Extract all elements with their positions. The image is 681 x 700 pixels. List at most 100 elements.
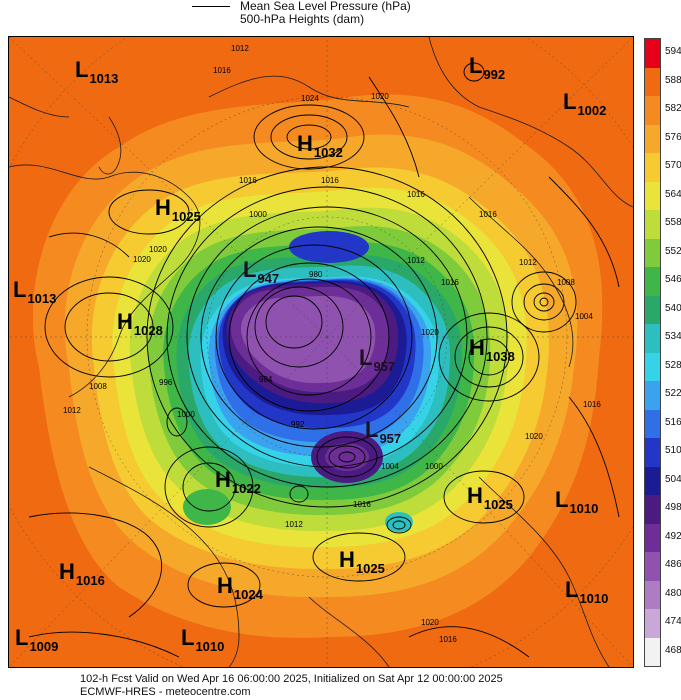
isobar-label: 1000 bbox=[177, 410, 195, 419]
scale-tick-label: 510 bbox=[665, 445, 681, 457]
pressure-system-low: L1010 bbox=[181, 625, 225, 654]
isobar-label: 1000 bbox=[249, 210, 267, 219]
isobar-label: 1016 bbox=[353, 500, 371, 509]
color-scale bbox=[644, 38, 661, 667]
isobar-label: 1004 bbox=[381, 462, 399, 471]
scale-tick-label: 582 bbox=[665, 103, 681, 115]
scale-tick-label: 588 bbox=[665, 74, 681, 86]
scale-tick-label: 498 bbox=[665, 502, 681, 514]
scale-swatch bbox=[645, 210, 660, 239]
scale-tick-label: 504 bbox=[665, 473, 681, 485]
scale-tick-label: 534 bbox=[665, 331, 681, 343]
graticule bbox=[9, 37, 633, 667]
map: 1012 1016 1024 1020 1016 1016 1016 1000 … bbox=[8, 36, 634, 668]
map-canvas: 1012 1016 1024 1020 1016 1016 1016 1000 … bbox=[9, 37, 633, 667]
scale-swatch bbox=[645, 466, 660, 495]
isobar-label: 1016 bbox=[321, 176, 339, 185]
scale-swatch bbox=[645, 124, 660, 153]
scale-swatch bbox=[645, 409, 660, 438]
pressure-system-high: H1016 bbox=[59, 559, 105, 588]
scale-tick-label: 552 bbox=[665, 245, 681, 257]
scale-tick-label: 576 bbox=[665, 131, 681, 143]
isobar-label: 1020 bbox=[421, 328, 439, 337]
scale-swatch bbox=[645, 324, 660, 353]
pressure-system-low: L1010 bbox=[565, 577, 609, 606]
scale-tick-label: 492 bbox=[665, 530, 681, 542]
scale-tick-label: 516 bbox=[665, 416, 681, 428]
ridge-sw bbox=[183, 489, 231, 525]
pressure-system-low: L992 bbox=[469, 53, 506, 82]
trough-north bbox=[289, 231, 369, 263]
scale-tick-label: 558 bbox=[665, 217, 681, 229]
source-credit-text: ECMWF-HRES - meteocentre.com bbox=[80, 686, 251, 698]
scale-swatch bbox=[645, 381, 660, 410]
scale-swatch bbox=[645, 438, 660, 467]
scale-tick-label: 528 bbox=[665, 359, 681, 371]
scale-swatch bbox=[645, 181, 660, 210]
pressure-system-low: L957 bbox=[365, 417, 402, 446]
pressure-system-low: L947 bbox=[243, 257, 280, 286]
pressure-line-sample bbox=[192, 6, 230, 7]
pressure-system-high: H1025 bbox=[339, 547, 385, 576]
isobar-label: 1016 bbox=[407, 190, 425, 199]
scale-swatch bbox=[645, 580, 660, 609]
isobar-label: 1020 bbox=[133, 255, 151, 264]
isobar-label: 1016 bbox=[479, 210, 497, 219]
scale-tick-label: 522 bbox=[665, 388, 681, 400]
isobar-label: 1000 bbox=[425, 462, 443, 471]
isobar-label: 1004 bbox=[575, 312, 593, 321]
scale-swatch bbox=[645, 153, 660, 182]
isobar-labels: 1012 1016 1024 1020 1016 1016 1016 1000 … bbox=[63, 44, 601, 644]
isobar-label: 1016 bbox=[439, 635, 457, 644]
legend: Mean Sea Level Pressure (hPa) 500-hPa He… bbox=[192, 0, 612, 34]
scale-tick-label: 546 bbox=[665, 274, 681, 286]
pressure-system-low: L1010 bbox=[555, 487, 599, 516]
isobar-label: 980 bbox=[309, 270, 323, 279]
scale-tick-label: 594 bbox=[665, 46, 681, 58]
isobar-label: 1020 bbox=[421, 618, 439, 627]
scale-tick-label: 540 bbox=[665, 302, 681, 314]
isobar-label: 1012 bbox=[407, 256, 425, 265]
scale-swatch bbox=[645, 637, 660, 666]
isobar-label: 1012 bbox=[285, 520, 303, 529]
scale-swatch bbox=[645, 96, 660, 125]
legend-heights-label: 500-hPa Heights (dam) bbox=[240, 12, 365, 26]
scale-swatch bbox=[645, 352, 660, 381]
pressure-system-low: L1009 bbox=[15, 625, 59, 654]
forecast-valid-text: 102-h Fcst Valid on Wed Apr 16 06:00:00 … bbox=[80, 673, 503, 685]
isobar-label: 1012 bbox=[231, 44, 249, 53]
pressure-system-low: L957 bbox=[359, 345, 396, 374]
isobar-label: 1008 bbox=[557, 278, 575, 287]
pressure-system-high: H1025 bbox=[155, 195, 201, 224]
scale-swatch bbox=[645, 495, 660, 524]
isobar-label: 1016 bbox=[583, 400, 601, 409]
scale-swatch bbox=[645, 267, 660, 296]
isobar-label: 1024 bbox=[301, 94, 319, 103]
scale-tick-label: 468 bbox=[665, 644, 681, 656]
pressure-system-low: L1013 bbox=[13, 277, 57, 306]
legend-pressure-label: Mean Sea Level Pressure (hPa) bbox=[240, 0, 411, 13]
isobar-label: 1012 bbox=[63, 406, 81, 415]
isobar-label: 1016 bbox=[239, 176, 257, 185]
cutoff-low-south bbox=[385, 512, 413, 532]
pressure-system-high: H1028 bbox=[117, 309, 163, 338]
isobar-label: 1020 bbox=[525, 432, 543, 441]
pressure-system-high: H1032 bbox=[297, 131, 343, 160]
pressure-system-high: H1022 bbox=[215, 467, 261, 496]
pressure-system-high: H1038 bbox=[469, 335, 515, 364]
pressure-system-high: H1024 bbox=[217, 573, 263, 602]
pressure-system-low: L1013 bbox=[75, 57, 119, 86]
isobar-label: 1020 bbox=[149, 245, 167, 254]
isobar-label: 1020 bbox=[371, 92, 389, 101]
isobar-label: 1008 bbox=[89, 382, 107, 391]
scale-swatch bbox=[645, 67, 660, 96]
scale-swatch bbox=[645, 39, 660, 68]
scale-tick-label: 480 bbox=[665, 587, 681, 599]
isobar-label: 1012 bbox=[519, 258, 537, 267]
scale-tick-label: 570 bbox=[665, 160, 681, 172]
isobar-label: 992 bbox=[291, 420, 305, 429]
isobar-label: 1016 bbox=[213, 66, 231, 75]
scale-swatch bbox=[645, 609, 660, 638]
scale-tick-label: 474 bbox=[665, 616, 681, 628]
